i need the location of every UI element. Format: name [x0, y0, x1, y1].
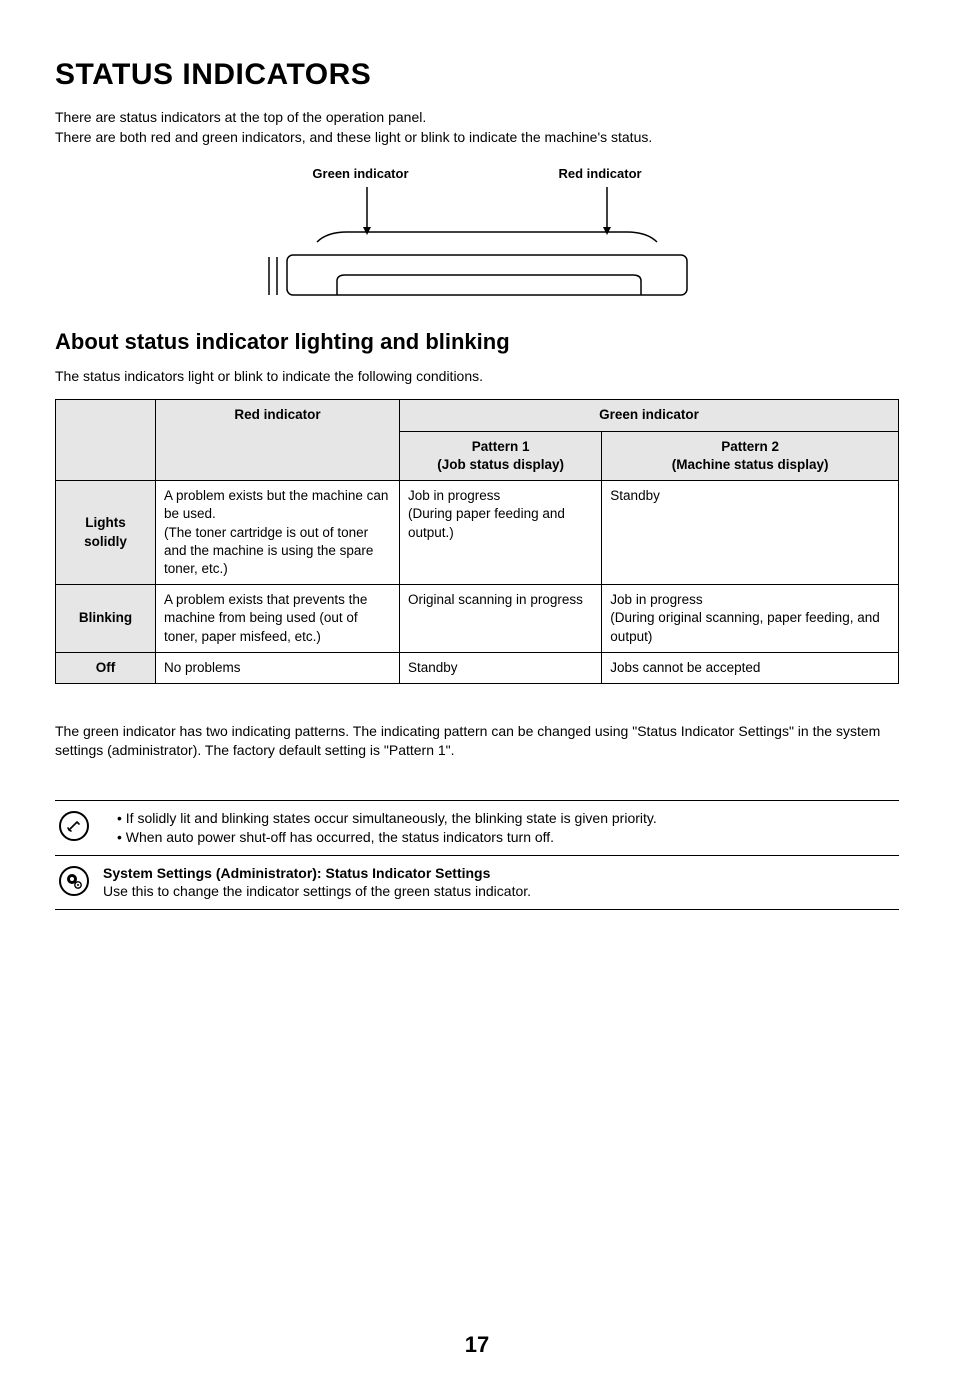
- settings-title: System Settings (Administrator): Status …: [103, 865, 490, 881]
- footnote-text: The green indicator has two indicating p…: [55, 722, 899, 760]
- th-pattern2: Pattern 2 (Machine status display): [602, 431, 899, 480]
- th-blank: [56, 400, 156, 481]
- row-p2: Jobs cannot be accepted: [602, 652, 899, 683]
- note-bullet-2: When auto power shut-off has occurred, t…: [117, 828, 895, 847]
- th-pattern1-l2: (Job status display): [437, 457, 564, 472]
- indicator-diagram: Green indicator Red indicator: [55, 165, 899, 297]
- row-p1: Job in progress(During paper feeding and…: [400, 481, 602, 585]
- settings-icon: [59, 864, 89, 896]
- page-number: 17: [55, 1330, 899, 1360]
- settings-box: System Settings (Administrator): Status …: [55, 856, 899, 911]
- green-indicator-label: Green indicator: [312, 165, 408, 183]
- row-red: A problem exists that prevents the machi…: [156, 585, 400, 653]
- settings-body: Use this to change the indicator setting…: [103, 882, 895, 901]
- page-title: STATUS INDICATORS: [55, 55, 899, 96]
- th-pattern2-l1: Pattern 2: [721, 439, 779, 454]
- row-p2: Standby: [602, 481, 899, 585]
- row-state: Off: [56, 652, 156, 683]
- th-pattern1: Pattern 1 (Job status display): [400, 431, 602, 480]
- intro-line-2: There are both red and green indicators,…: [55, 128, 899, 147]
- table-row: Off No problems Standby Jobs cannot be a…: [56, 652, 899, 683]
- th-pattern2-l2: (Machine status display): [672, 457, 829, 472]
- intro-line-1: There are status indicators at the top o…: [55, 108, 899, 127]
- note-icon: [59, 809, 89, 841]
- section-intro: The status indicators light or blink to …: [55, 367, 899, 386]
- intro-text: There are status indicators at the top o…: [55, 108, 899, 148]
- note-box: If solidly lit and blinking states occur…: [55, 800, 899, 856]
- row-state: Lights solidly: [56, 481, 156, 585]
- th-red: Red indicator: [156, 400, 400, 481]
- note-bullet-1: If solidly lit and blinking states occur…: [117, 809, 895, 828]
- status-table: Red indicator Green indicator Pattern 1 …: [55, 399, 899, 684]
- section-heading: About status indicator lighting and blin…: [55, 327, 899, 357]
- row-state: Blinking: [56, 585, 156, 653]
- table-row: Lights solidly A problem exists but the …: [56, 481, 899, 585]
- row-p1: Standby: [400, 652, 602, 683]
- th-green: Green indicator: [400, 400, 899, 431]
- row-red: No problems: [156, 652, 400, 683]
- panel-diagram-svg: [257, 187, 697, 297]
- row-red: A problem exists but the machine can be …: [156, 481, 400, 585]
- red-indicator-label: Red indicator: [559, 165, 642, 183]
- th-pattern1-l1: Pattern 1: [472, 439, 530, 454]
- table-row: Blinking A problem exists that prevents …: [56, 585, 899, 653]
- row-p1: Original scanning in progress: [400, 585, 602, 653]
- row-p2: Job in progress(During original scanning…: [602, 585, 899, 653]
